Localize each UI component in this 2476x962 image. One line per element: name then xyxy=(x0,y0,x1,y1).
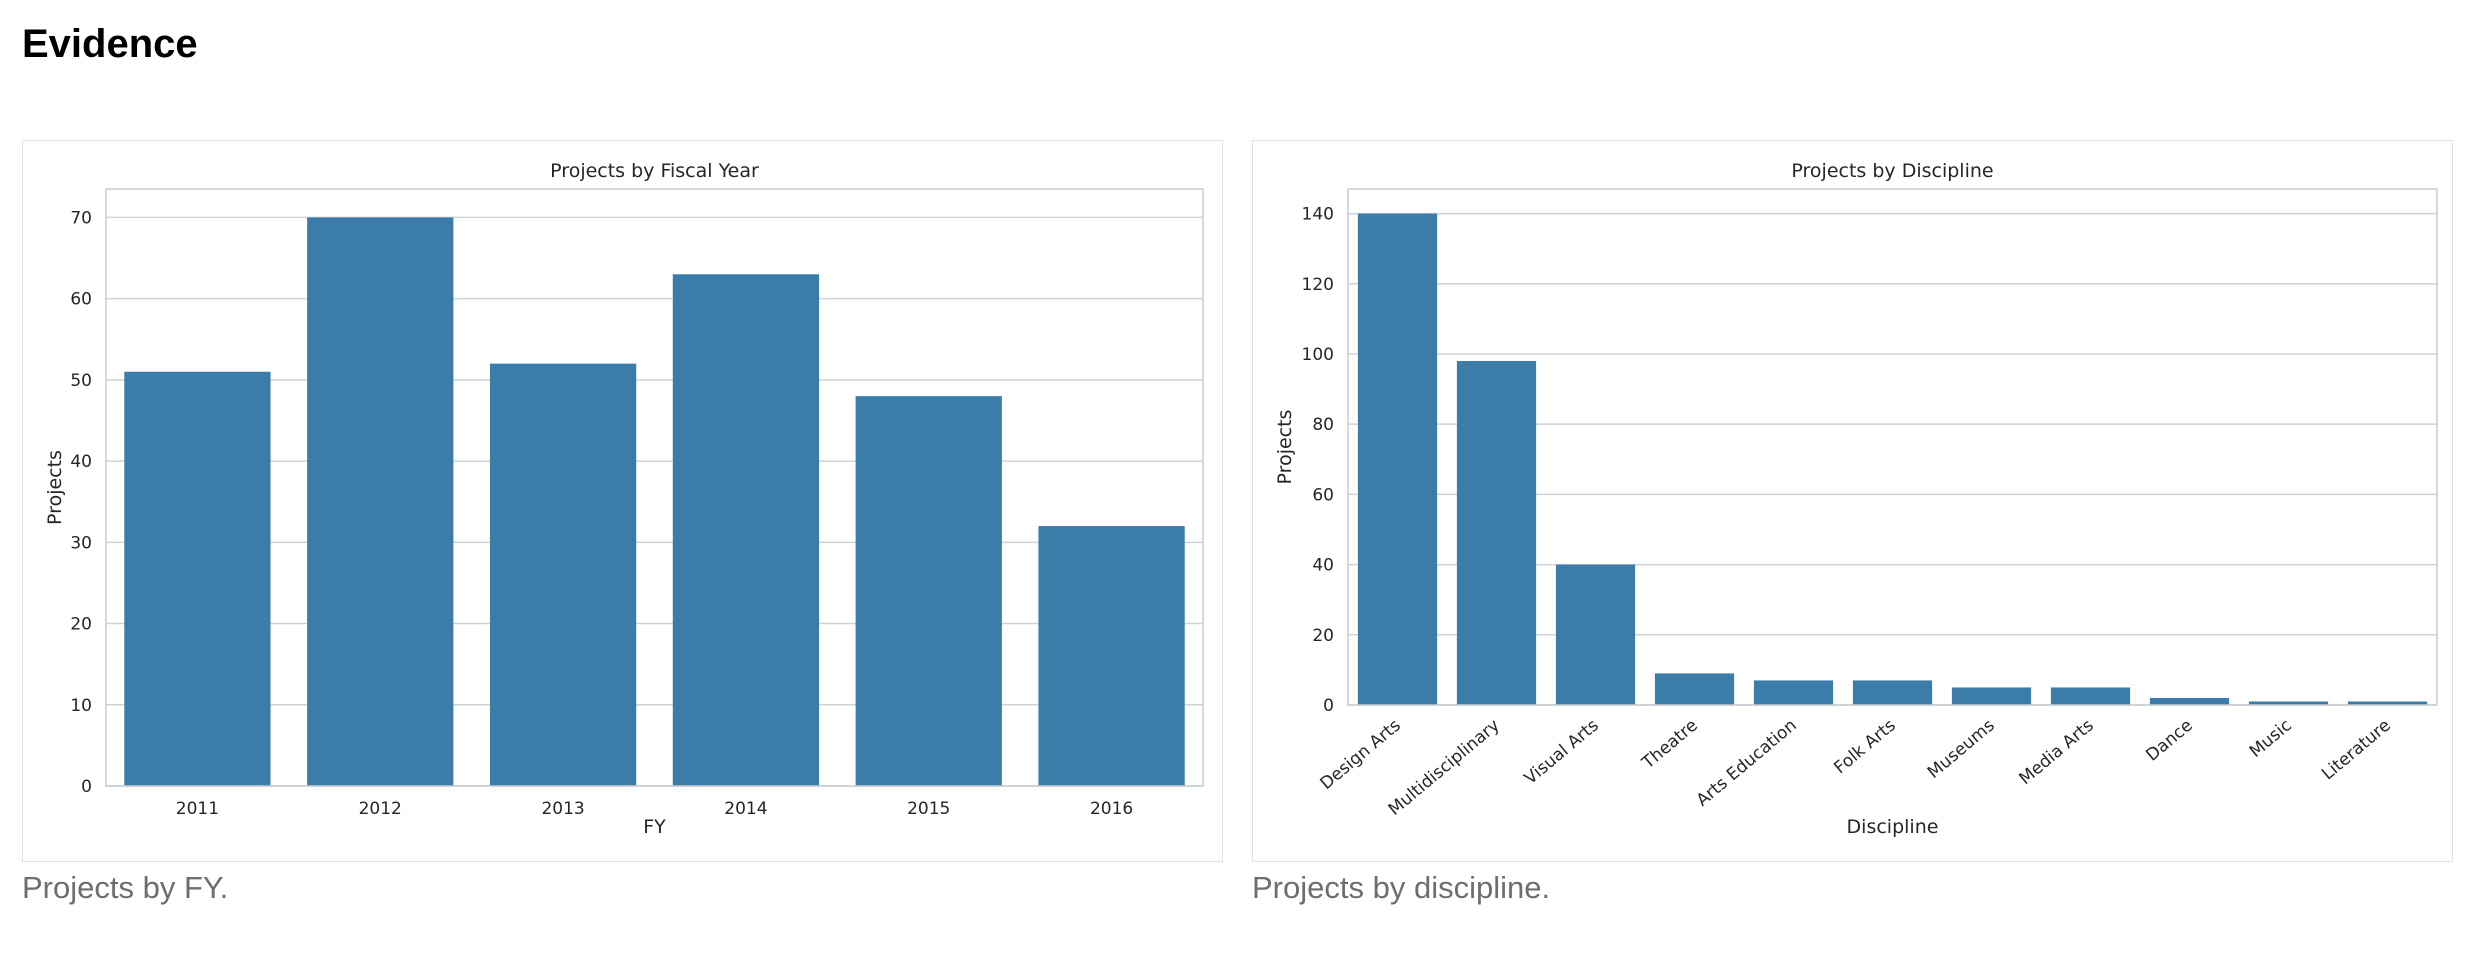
y-tick-label: 40 xyxy=(1312,556,1334,576)
page-title: Evidence xyxy=(22,22,198,66)
plot-area-frame xyxy=(1347,188,2438,706)
bar-music xyxy=(2248,701,2329,705)
bar-museums xyxy=(1951,687,2032,705)
bar-2014 xyxy=(672,274,820,786)
x-tick-label: Design Arts xyxy=(1317,715,1405,794)
x-tick-label: Theatre xyxy=(1638,716,1702,774)
y-axis-label: Projects xyxy=(1274,410,1296,485)
y-tick-label: 70 xyxy=(70,208,92,228)
fy-bar-chart: 0 10 20 30 40 50 60 70 2011 2012 2013 2014 2015 2016 P… xyxy=(44,160,1204,838)
x-axis-label: FY xyxy=(643,816,666,838)
y-tick-label: 30 xyxy=(70,533,92,553)
bar-2011 xyxy=(124,371,271,786)
bar-literature xyxy=(2347,701,2428,705)
figure-projects-by-fy: 0 10 20 30 40 50 60 70 2011 2012 2013 2014 2015 2016 P… xyxy=(22,140,1223,906)
bar-folk-arts xyxy=(1852,680,1933,705)
figure-projects-by-discipline: 0 20 40 60 80 100 120 140 Design Arts Multidiscip… xyxy=(1252,140,2453,906)
y-tick-label: 0 xyxy=(1323,696,1334,716)
plot-area-frame xyxy=(105,188,1204,787)
bar-2012 xyxy=(307,217,454,786)
y-tick-label: 120 xyxy=(1302,275,1334,295)
y-tick-label: 20 xyxy=(1312,626,1334,646)
x-tick-label: Music xyxy=(2246,716,2296,762)
x-tick-label: Museums xyxy=(1924,715,1999,782)
x-tick-label: Folk Arts xyxy=(1830,715,1899,778)
chart-frame: 0 10 20 30 40 50 60 70 2011 2012 2013 2014 2015 2016 P… xyxy=(22,140,1223,862)
bar-multidisciplinary xyxy=(1456,361,1537,705)
y-tick-label: 20 xyxy=(70,615,92,635)
y-tick-label: 100 xyxy=(1302,345,1334,365)
x-tick-label: Arts Education xyxy=(1693,716,1801,811)
x-tick-label: 2016 xyxy=(1090,799,1133,819)
bar-theatre xyxy=(1654,673,1735,705)
bar-2016 xyxy=(1038,526,1185,786)
y-tick-label: 80 xyxy=(1312,415,1334,435)
y-axis-label: Projects xyxy=(44,450,66,525)
y-tick-label: 60 xyxy=(70,290,92,310)
x-tick-label: 2012 xyxy=(359,799,402,819)
bar-media-arts xyxy=(2050,687,2131,705)
figure-caption: Projects by discipline. xyxy=(1252,870,1551,905)
chart-title: Projects by Discipline xyxy=(1791,160,1993,182)
y-tick-label: 140 xyxy=(1302,205,1334,225)
chart-frame: 0 20 40 60 80 100 120 140 Design Arts Multidiscip… xyxy=(1252,140,2453,862)
figure-caption: Projects by FY. xyxy=(22,870,229,905)
bar-2013 xyxy=(489,363,637,786)
x-tick-label: Media Arts xyxy=(2015,715,2097,789)
bar-dance xyxy=(2149,697,2230,705)
bar-visual-arts xyxy=(1555,564,1636,705)
y-tick-label: 40 xyxy=(70,452,92,472)
x-tick-label: 2015 xyxy=(907,799,950,819)
y-tick-label: 0 xyxy=(81,777,92,797)
x-tick-label: 2014 xyxy=(724,799,767,819)
y-tick-label: 50 xyxy=(70,371,92,391)
bar-design-arts xyxy=(1357,213,1438,706)
x-tick-label: Visual Arts xyxy=(1521,715,1603,788)
bar-2015 xyxy=(855,396,1002,786)
x-tick-label: Literature xyxy=(2318,716,2395,785)
bar-arts-education xyxy=(1753,680,1834,705)
y-tick-label: 60 xyxy=(1312,485,1334,505)
y-tick-label: 10 xyxy=(70,696,92,716)
x-tick-label: Dance xyxy=(2142,716,2196,766)
chart-title: Projects by Fiscal Year xyxy=(550,160,759,182)
x-tick-label: 2011 xyxy=(176,799,219,819)
x-tick-label: 2013 xyxy=(541,799,584,819)
x-axis-label: Discipline xyxy=(1847,816,1939,838)
